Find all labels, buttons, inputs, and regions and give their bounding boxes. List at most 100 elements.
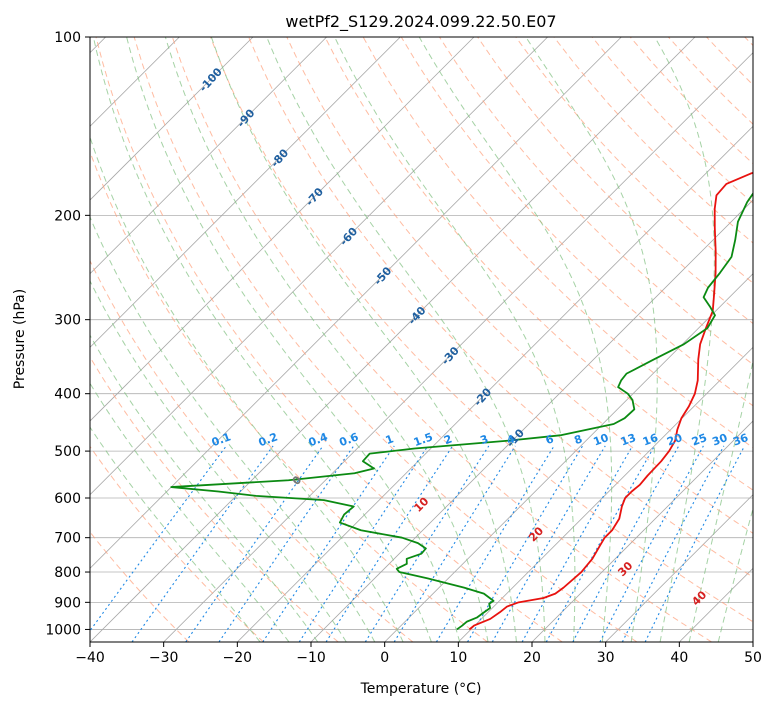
profile-lines <box>170 171 753 631</box>
mixing-ratio-label: 1 <box>384 432 396 447</box>
dry-adiabat-line <box>248 37 753 578</box>
isotherm-line <box>237 125 753 642</box>
x-tick-label: −10 <box>296 650 326 666</box>
mixing-ratio-label: 10 <box>592 431 611 449</box>
y-tick-label: 100 <box>54 30 81 46</box>
mixing-ratio-line <box>521 445 633 642</box>
moist-adiabat-line <box>266 37 546 642</box>
isotherm-line <box>90 37 548 496</box>
isotherm-line <box>458 346 753 642</box>
isotherm-line <box>90 37 401 348</box>
x-tick-label: 20 <box>523 650 541 666</box>
y-tick-label: 900 <box>54 595 81 611</box>
x-tick-label: 30 <box>597 650 615 666</box>
y-tick-label: 500 <box>54 444 81 460</box>
isotherm-line <box>531 420 753 642</box>
background-lines <box>90 37 753 642</box>
mixing-ratio-line <box>218 445 355 642</box>
x-tick-label: 40 <box>670 650 688 666</box>
dry-adiabat-line <box>90 445 264 642</box>
axes: −40 −30 −20 −10 0 10 20 30 40 50 1000 900 800 700 600 5… <box>45 30 762 666</box>
x-tick-label: −20 <box>223 650 253 666</box>
chart-title: wetPf2_S129.2024.099.22.50.E07 <box>285 12 556 32</box>
mixing-ratio-line <box>491 445 606 642</box>
x-tick-label: −30 <box>149 650 179 666</box>
mixing-ratio-label: 4 <box>505 432 517 447</box>
mixing-ratio-label: 25 <box>690 431 709 448</box>
isotherm-line <box>90 37 622 569</box>
dry-adiabat-line <box>210 37 753 623</box>
y-tick-label: 400 <box>54 387 81 403</box>
x-tick-label: 0 <box>380 650 389 666</box>
x-tick-label: 10 <box>449 650 467 666</box>
moist-adiabat-line <box>90 135 404 642</box>
x-axis-label: Temperature (°C) <box>360 681 482 697</box>
isotherm-line <box>752 641 753 642</box>
isotherm-line <box>605 494 753 642</box>
plot-frame <box>89 36 754 643</box>
moist-adiabat-line <box>210 37 517 642</box>
dry-adiabat-line <box>90 259 414 642</box>
mixing-ratio-line <box>262 445 395 642</box>
moist-adiabat-line <box>525 37 658 642</box>
dewpoint-profile-line <box>170 192 753 631</box>
x-tick-label: −40 <box>75 650 105 666</box>
dry-adiabat-line <box>324 37 753 491</box>
x-tick-label: 50 <box>744 650 762 666</box>
mixing-ratio-line <box>644 445 746 642</box>
moist-adiabat-line <box>418 37 613 642</box>
y-tick-label: 300 <box>54 313 81 329</box>
mixing-ratio-label: 8 <box>572 432 584 447</box>
isotherm-line <box>384 273 753 642</box>
plot-background <box>90 37 753 642</box>
mixing-ratio-line <box>435 445 555 642</box>
y-axis-label: Pressure (hPa) <box>12 289 28 389</box>
moist-adiabat-line <box>90 215 376 642</box>
mixing-ratio-label: 30 <box>710 431 729 449</box>
mixing-ratio-label: 2 <box>442 432 454 447</box>
moist-adiabat-line <box>334 37 576 642</box>
mixing-ratio-label: 13 <box>619 431 638 448</box>
mixing-ratio-line <box>131 445 274 642</box>
mixing-ratio-label: 1.5 <box>412 430 435 449</box>
dry-adiabat-line <box>95 37 563 642</box>
moist-adiabat-line <box>90 426 261 642</box>
moist-adiabat-line <box>90 382 290 642</box>
mixing-ratio-label: 0.2 <box>257 430 280 449</box>
isotherm-line <box>90 37 475 422</box>
mixing-ratio-line <box>621 445 725 642</box>
mixing-ratio-line <box>572 445 680 642</box>
mixing-ratio-line <box>298 445 429 642</box>
mixing-ratio-label: 20 <box>665 431 684 449</box>
mixing-ratio-label: 36 <box>731 431 750 449</box>
moist-adiabat-line <box>90 334 319 642</box>
y-tick-label: 800 <box>54 565 81 581</box>
isotherm-line <box>163 52 753 642</box>
isotherm-line <box>90 37 327 275</box>
mixing-ratio-label: 3 <box>478 432 490 447</box>
y-tick-label: 700 <box>54 531 81 547</box>
mixing-ratio-label: 0.4 <box>307 430 330 449</box>
moist-adiabat-line <box>126 37 461 642</box>
moist-adiabat-line <box>688 358 753 642</box>
moist-adiabat-line <box>717 506 753 642</box>
mixing-ratio-label: 0.6 <box>338 430 361 449</box>
isotherm-line <box>90 37 254 201</box>
y-tick-label: 600 <box>54 491 81 507</box>
dry-adiabat-line <box>515 37 753 284</box>
temperature-profile-line <box>468 171 753 631</box>
mixing-ratio-label: 16 <box>641 431 660 449</box>
y-tick-label: 1000 <box>45 622 81 638</box>
dry-adiabat-line <box>286 37 753 534</box>
mixing-ratio-label: 6 <box>544 432 556 447</box>
moist-adiabat-line <box>164 37 489 642</box>
dry-adiabat-line <box>171 37 712 642</box>
mixing-ratio-line <box>599 445 704 642</box>
y-tick-label: 200 <box>54 208 81 224</box>
mixing-ratio-line <box>467 445 584 642</box>
moist-adiabat-line <box>92 37 432 642</box>
mixing-ratio-label: 0.1 <box>210 430 233 449</box>
isotherm-line <box>90 37 696 642</box>
